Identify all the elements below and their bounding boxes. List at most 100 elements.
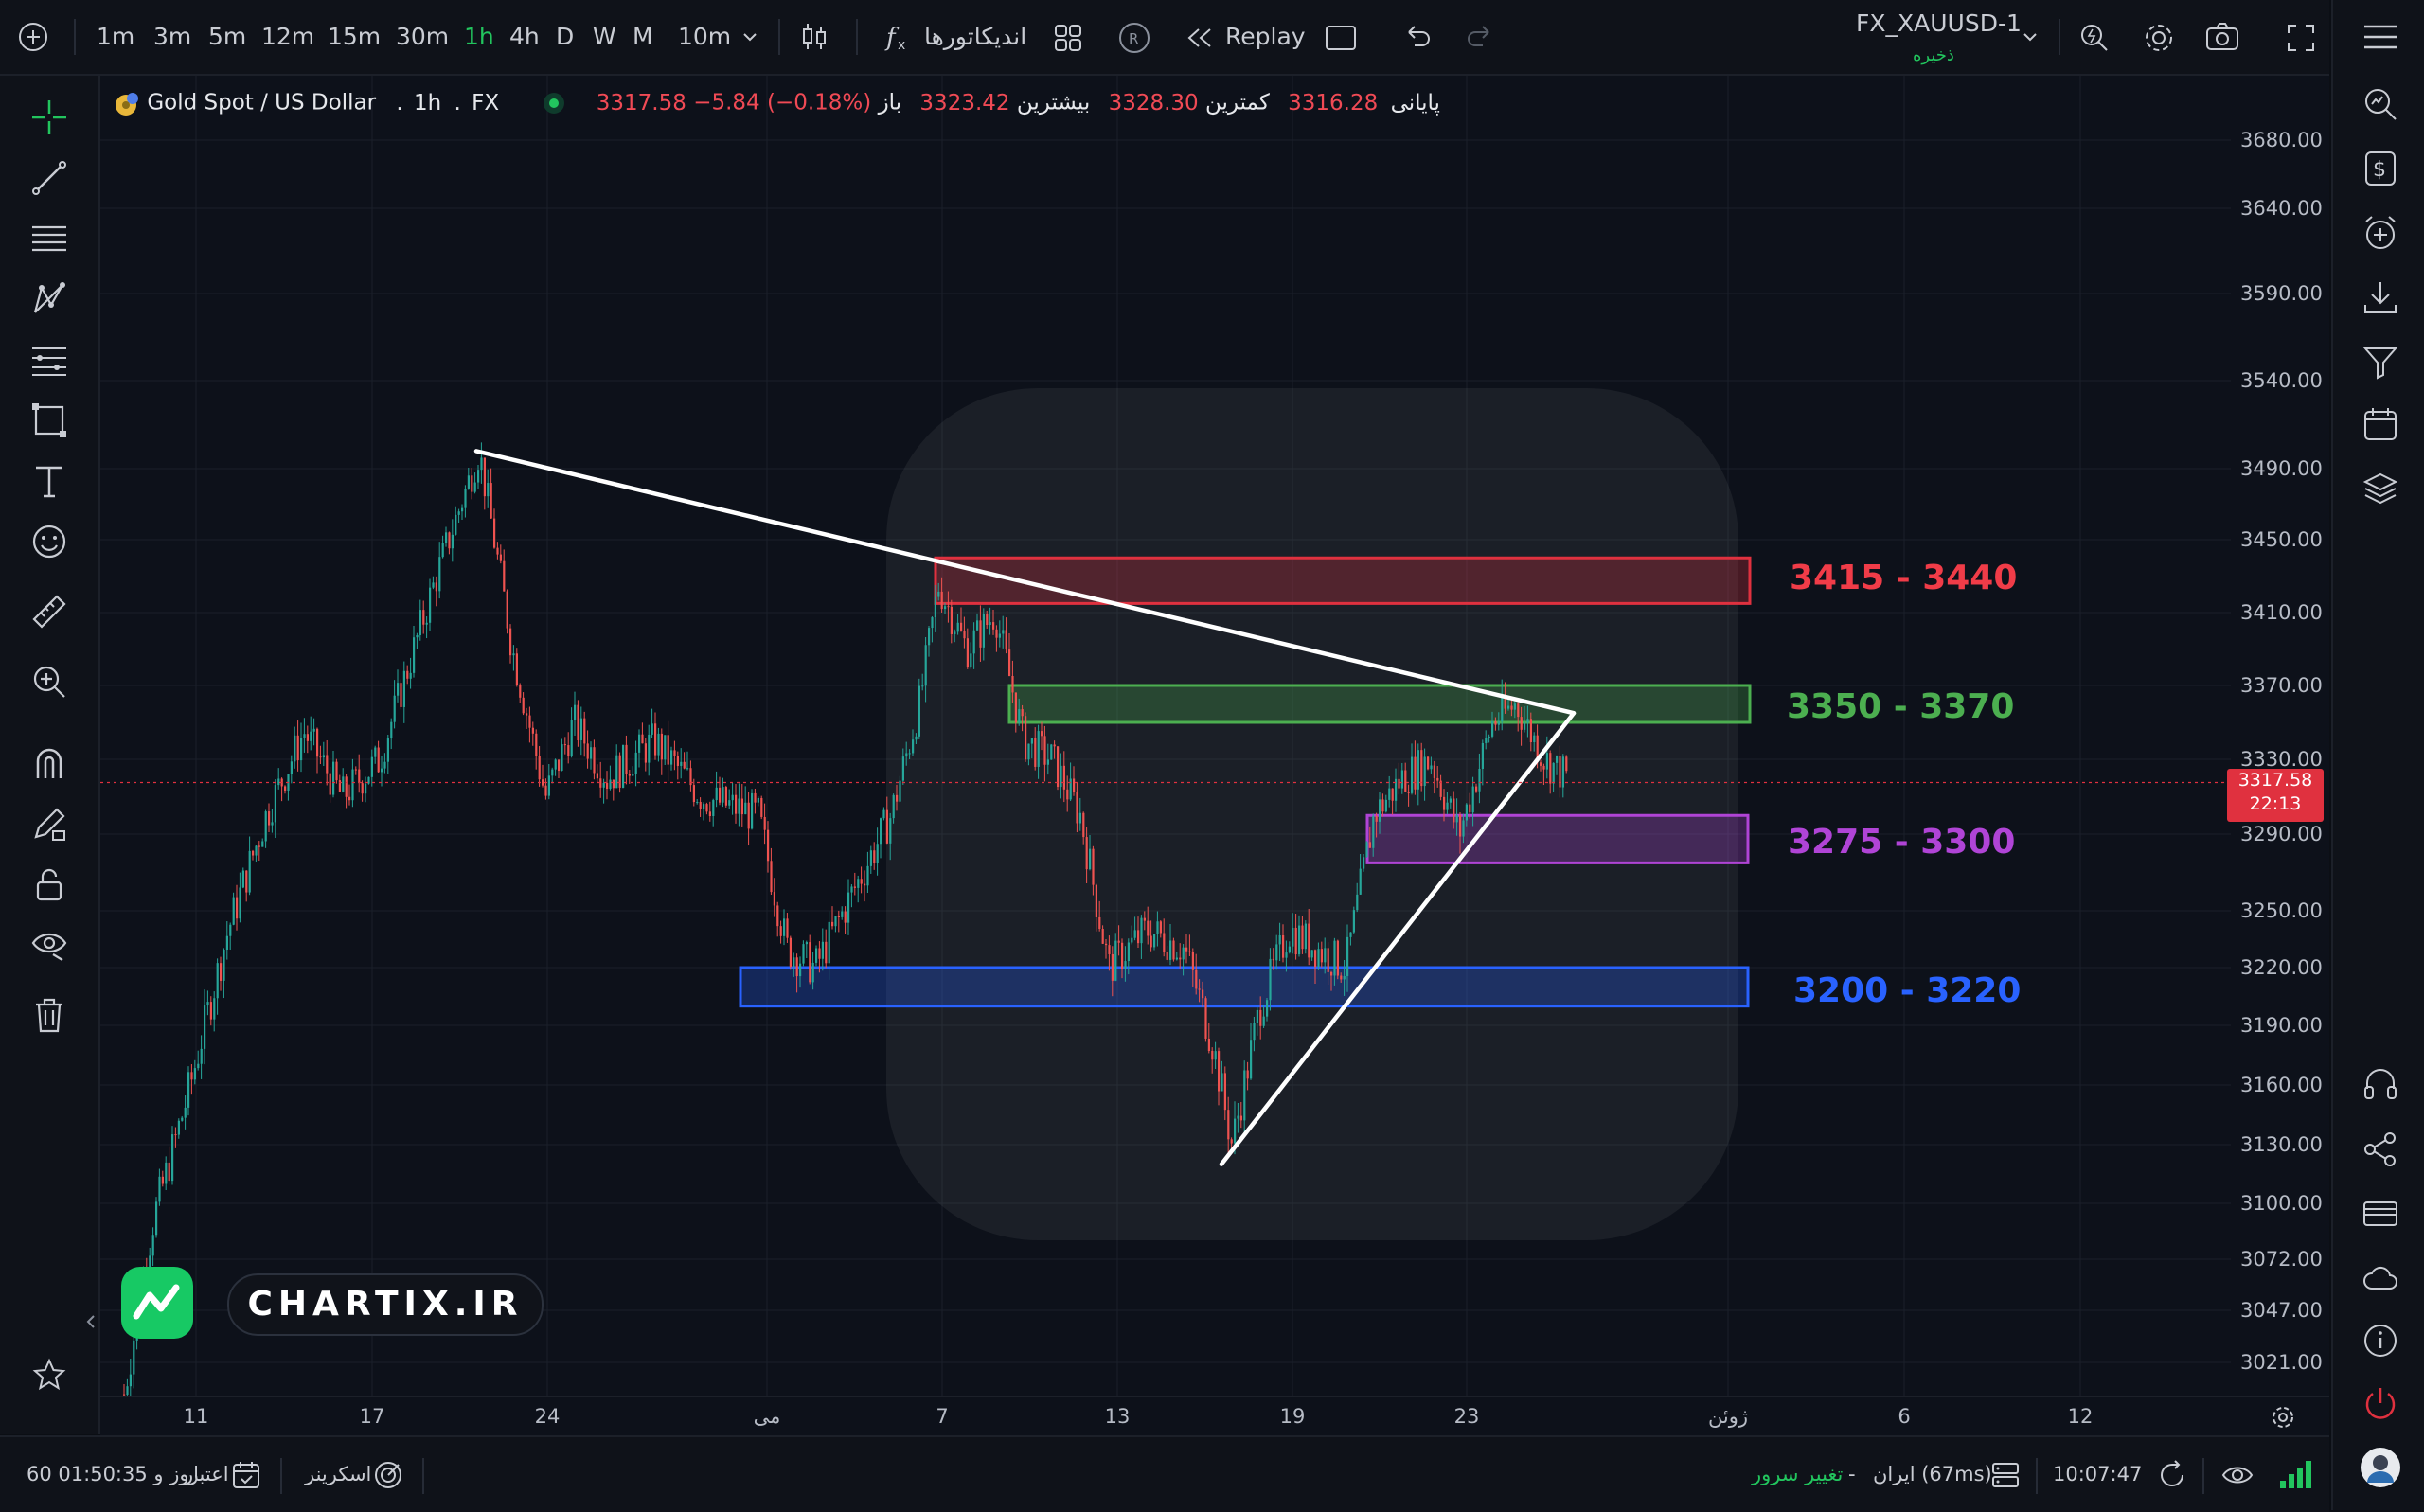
rewind-icon[interactable]: [1185, 25, 1214, 55]
undo-icon[interactable]: [1401, 23, 1432, 55]
trend-line-icon[interactable]: [30, 159, 68, 201]
timeframe-5m[interactable]: 5m: [208, 23, 247, 50]
timeframe-1m[interactable]: 1m: [97, 23, 135, 50]
add-chart-icon[interactable]: [17, 21, 49, 57]
zoom-in-icon[interactable]: [30, 663, 68, 704]
support-trendline[interactable]: [1219, 711, 1577, 1166]
calendar-icon[interactable]: [2362, 405, 2399, 447]
chevron-down-icon[interactable]: [2021, 28, 2040, 49]
drawing-toolbar: [0, 76, 100, 1434]
zone-label-purple: 3275 - 3300: [1788, 823, 2016, 862]
chevron-down-icon[interactable]: [740, 28, 759, 49]
share-icon[interactable]: [2362, 1130, 2399, 1172]
cloud-icon[interactable]: [2362, 1259, 2399, 1301]
legend-close-value: 3317.58: [596, 90, 686, 116]
pattern-icon[interactable]: [30, 280, 68, 322]
candle: [204, 989, 206, 1065]
timeframe-w[interactable]: W: [593, 23, 616, 50]
legend-title[interactable]: Gold Spot / US Dollar: [147, 90, 377, 116]
power-icon[interactable]: [2362, 1384, 2399, 1426]
timeframe-3m[interactable]: 3m: [153, 23, 192, 50]
fib-icon[interactable]: [30, 341, 68, 382]
zone-rect[interactable]: [739, 966, 1750, 1008]
ruler-icon[interactable]: [30, 593, 68, 634]
candle: [1014, 692, 1017, 733]
trash-icon[interactable]: [30, 996, 68, 1038]
time-axis[interactable]: 11 17 24 می 7 13 19 23 ژوئن 6 12: [100, 1396, 2329, 1435]
timeframe-12m[interactable]: 12m: [261, 23, 315, 50]
candle: [184, 1095, 187, 1130]
info-icon[interactable]: [2362, 1322, 2399, 1363]
download-icon[interactable]: [2362, 278, 2399, 320]
radar-icon[interactable]: [373, 1460, 403, 1494]
filter-icon[interactable]: [2362, 343, 2399, 384]
registered-icon[interactable]: R: [1117, 21, 1151, 59]
screener-button[interactable]: اسکرینر: [305, 1463, 372, 1485]
right-sidebar: $: [2331, 0, 2424, 1510]
pencil-lock-icon[interactable]: [30, 805, 68, 846]
candle: [264, 809, 267, 848]
rectangle-icon[interactable]: [1324, 23, 1358, 57]
timeframe-1h[interactable]: 1h: [464, 23, 494, 50]
eye-icon[interactable]: [30, 926, 68, 968]
headset-icon[interactable]: [2362, 1066, 2399, 1108]
alarm-icon[interactable]: [2362, 214, 2399, 256]
price-axis[interactable]: 3680.00 3640.00 3590.00 3540.00 3490.00 3450.…: [2231, 76, 2329, 1396]
zoom-chart-icon[interactable]: [2362, 85, 2399, 127]
horizontal-lines-icon[interactable]: [30, 220, 68, 261]
fullscreen-icon[interactable]: [2286, 23, 2316, 57]
price-chart[interactable]: [100, 76, 2231, 1396]
gear-icon[interactable]: [2142, 21, 2176, 59]
resistance-trendline[interactable]: [473, 449, 1577, 716]
candle: [193, 1059, 196, 1085]
magnet-icon[interactable]: [30, 744, 68, 786]
timeframe-15m[interactable]: 15m: [328, 23, 382, 50]
star-icon[interactable]: [32, 1358, 66, 1396]
shape-rect-icon[interactable]: [30, 401, 68, 443]
chart-pane[interactable]: [100, 76, 2231, 1396]
lock-icon[interactable]: [30, 865, 68, 907]
indicators-button[interactable]: اندیکاتورها: [924, 23, 1027, 50]
candle: [966, 628, 969, 669]
candle: [354, 766, 357, 775]
refresh-icon[interactable]: [2157, 1460, 2187, 1494]
candle: [686, 751, 689, 771]
symbol-name[interactable]: FX_XAUUSD-1: [1856, 9, 2022, 37]
timeframe-m[interactable]: M: [633, 23, 653, 50]
timeframe-4h[interactable]: 4h: [509, 23, 540, 50]
collapse-toolbar-icon[interactable]: [83, 1310, 98, 1337]
quick-search-icon[interactable]: [2077, 21, 2112, 59]
calendar-check-icon[interactable]: [231, 1460, 261, 1494]
redo-icon[interactable]: [1466, 23, 1496, 55]
server-icon[interactable]: [1990, 1460, 2021, 1494]
zone-rect[interactable]: [1007, 684, 1752, 724]
eye-icon[interactable]: [2221, 1462, 2254, 1492]
dollar-icon[interactable]: $: [2363, 150, 2397, 191]
change-server-button[interactable]: تغییر سرور: [1752, 1463, 1844, 1485]
zone-rect[interactable]: [1365, 813, 1750, 864]
avatar[interactable]: [2360, 1447, 2401, 1492]
card-icon[interactable]: [2362, 1195, 2399, 1236]
candle: [899, 775, 901, 803]
timeframe-10m[interactable]: 10m: [678, 23, 732, 50]
timeframe-30m[interactable]: 30m: [396, 23, 450, 50]
market-status-dot[interactable]: [544, 93, 565, 114]
replay-button[interactable]: Replay: [1225, 23, 1306, 50]
timeframe-d[interactable]: D: [556, 23, 575, 50]
candle: [609, 765, 612, 791]
candles-icon[interactable]: [799, 21, 829, 57]
zone-rect[interactable]: [934, 556, 1752, 605]
layers-icon[interactable]: [2362, 470, 2399, 511]
axis-settings-icon[interactable]: [2271, 1405, 2295, 1433]
menu-icon[interactable]: [2362, 21, 2399, 57]
candle: [1359, 854, 1362, 895]
emoji-icon[interactable]: [30, 523, 68, 564]
candle: [811, 952, 814, 990]
text-icon[interactable]: [30, 462, 68, 504]
layout-grid-icon[interactable]: [1053, 23, 1083, 57]
crosshair-icon[interactable]: [28, 97, 70, 142]
candle: [1275, 934, 1278, 970]
camera-icon[interactable]: [2204, 21, 2240, 57]
legend-close-label: پایانی: [1390, 90, 1440, 116]
